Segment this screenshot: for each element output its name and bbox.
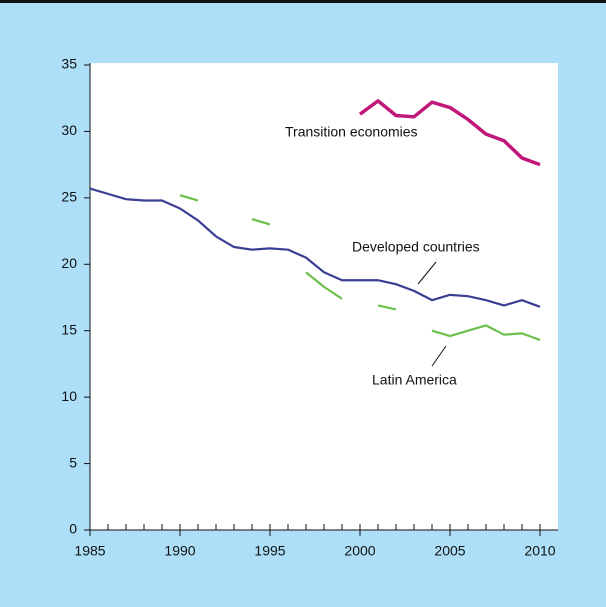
leader-line (417, 261, 437, 285)
y-tick-label: 20 (61, 255, 77, 271)
series-label: Latin America (372, 372, 457, 388)
y-tick-label: 5 (69, 454, 77, 470)
series-line (358, 99, 541, 167)
y-tick-label: 35 (61, 56, 77, 72)
x-tick-label: 2005 (434, 543, 465, 559)
y-tick-label: 15 (61, 321, 77, 337)
y-tick-label: 0 (69, 521, 77, 537)
leader-line (431, 345, 447, 367)
x-tick-label: 2010 (524, 543, 555, 559)
series-label: Developed countries (352, 239, 480, 255)
series-line (89, 187, 541, 308)
x-tick-label: 1995 (254, 543, 285, 559)
top-border (0, 0, 606, 3)
y-tick-label: 25 (61, 189, 77, 205)
series-line (179, 194, 541, 342)
x-tick-label: 2000 (344, 543, 375, 559)
series-label: Transition economies (285, 124, 418, 140)
y-tick-label: 30 (61, 122, 77, 138)
y-tick-label: 10 (61, 388, 77, 404)
x-tick-label: 1985 (74, 543, 105, 559)
plot-area (90, 63, 558, 530)
x-tick-label: 1990 (164, 543, 195, 559)
